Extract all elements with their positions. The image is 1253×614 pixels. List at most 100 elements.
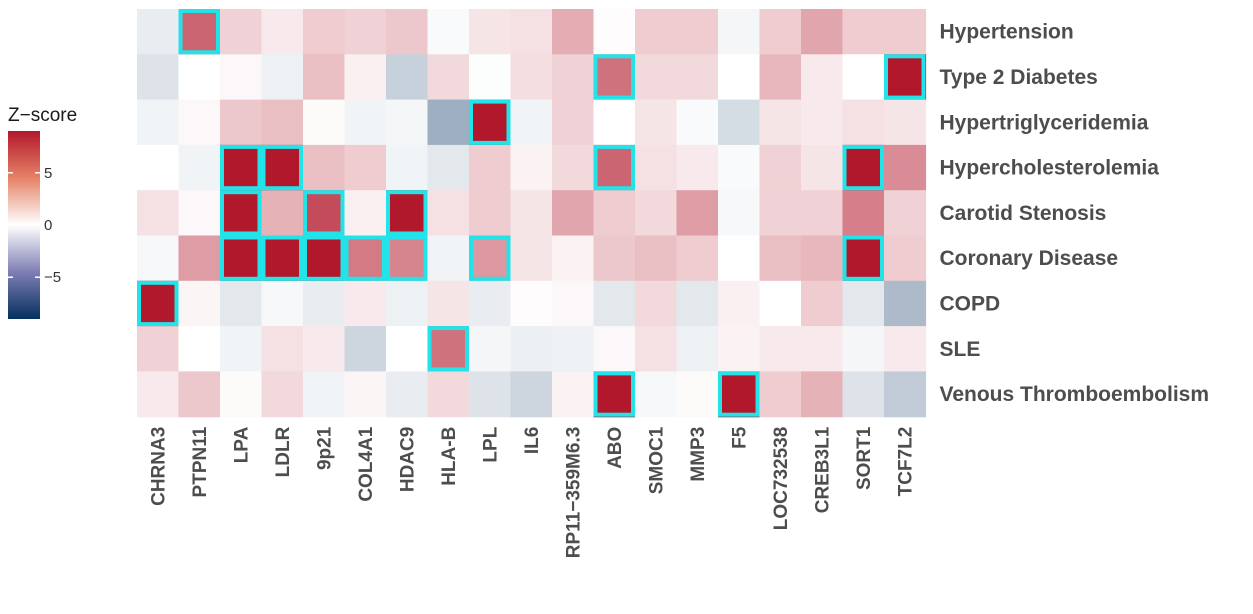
heatmap-cell: [552, 99, 595, 146]
highlight-box: [261, 235, 303, 281]
heatmap-cell: [386, 144, 429, 191]
row-label: Type 2 Diabetes: [940, 66, 1098, 89]
heatmap-cell: [635, 326, 678, 372]
heatmap-cell: [593, 99, 636, 146]
heatmap-cell: [427, 371, 470, 418]
column-label: IL6: [522, 427, 543, 454]
heatmap-cell: [344, 326, 387, 372]
heatmap-cell: [759, 326, 802, 372]
highlight-box: [220, 144, 262, 191]
heatmap-cell: [178, 190, 221, 237]
highlight-box: [261, 144, 303, 191]
heatmap-cell: [718, 99, 761, 146]
heatmap-cell: [510, 99, 553, 146]
heatmap-cell: [593, 144, 636, 191]
heatmap-cell: [718, 9, 761, 55]
heatmap-cell: [593, 326, 636, 372]
highlight-box: [220, 235, 262, 281]
heatmap-cell: [261, 280, 304, 327]
heatmap-cell: [427, 280, 470, 327]
heatmap-cell: [801, 280, 844, 327]
highlight-box: [386, 235, 428, 281]
heatmap-cell: [261, 9, 304, 55]
heatmap-cell: [261, 371, 304, 418]
heatmap-cell: [386, 280, 429, 327]
column-label: CREB3L1: [813, 426, 834, 513]
heatmap-cell: [220, 144, 263, 191]
column-label: CHRNA3: [149, 427, 170, 506]
heatmap-cell: [303, 235, 346, 282]
heatmap-cell: [759, 144, 802, 191]
heatmap-cell: [386, 99, 429, 146]
heatmap-cell: [137, 9, 180, 55]
legend-tick-label: −5: [44, 269, 61, 286]
column-label: COL4A1: [356, 426, 377, 501]
heatmap-cell: [386, 326, 429, 372]
heatmap-cell: [884, 190, 927, 237]
heatmap-cell: [137, 190, 180, 237]
column-label: SORT1: [854, 426, 875, 490]
heatmap-cell: [178, 144, 221, 191]
heatmap-cell: [469, 144, 512, 191]
heatmap-cell: [427, 99, 470, 146]
heatmap-cell: [759, 9, 802, 55]
column-label: PTPN11: [190, 426, 211, 497]
heatmap-cell: [635, 280, 678, 327]
heatmap-cell: [635, 190, 678, 237]
heatmap-cell: [676, 235, 719, 282]
column-labels: CHRNA3 PTPN11 LPA LDLR 9p21 COL4A1 HDAC9 HLA-B L…: [149, 426, 917, 558]
heatmap-cell: [303, 99, 346, 146]
heatmap-cell: [842, 9, 885, 55]
highlight-box: [469, 99, 511, 145]
heatmap-cell: [842, 235, 885, 282]
heatmap-cell: [469, 371, 512, 418]
heatmap-cell: [552, 326, 595, 372]
row-labels: Hypertension Type 2 Diabetes Hypertriglyce…: [940, 21, 1210, 406]
heatmap-cell: [801, 371, 844, 418]
heatmap-cell: [427, 190, 470, 237]
highlight-box: [220, 190, 262, 236]
heatmap-cell: [220, 280, 263, 327]
heatmap-cell: [552, 54, 595, 101]
heatmap-cell: [386, 190, 429, 237]
heatmap-cell: [884, 371, 927, 418]
heatmap-cell: [469, 280, 512, 327]
significant-cell-highlights: [137, 9, 926, 417]
row-label: Carotid Stenosis: [940, 202, 1107, 225]
legend-tick-label: 0: [44, 217, 52, 234]
column-label: RP11−359M6.3: [564, 427, 585, 559]
column-label: LOC732538: [771, 427, 792, 531]
heatmap-cell: [178, 371, 221, 418]
heatmap-cell: [635, 99, 678, 146]
highlight-box: [178, 9, 220, 55]
row-label: Hypertension: [940, 21, 1074, 44]
highlight-box: [593, 144, 635, 191]
column-label: LPL: [481, 426, 502, 462]
heatmap-cell: [303, 144, 346, 191]
heatmap-cell: [510, 144, 553, 191]
heatmap-cell: [718, 371, 761, 418]
heatmap-cell: [552, 190, 595, 237]
heatmap-cell: [718, 54, 761, 101]
highlight-box: [842, 235, 884, 281]
heatmap-cell: [344, 371, 387, 418]
heatmap-cell: [593, 190, 636, 237]
heatmap-cell: [884, 9, 927, 55]
heatmap-cell: [469, 99, 512, 146]
heatmap-cell: [884, 235, 927, 282]
heatmap-cell: [676, 280, 719, 327]
heatmap-cell: [510, 190, 553, 237]
heatmap-cell: [178, 99, 221, 146]
heatmap-cell: [842, 326, 885, 372]
heatmap-cell: [469, 235, 512, 282]
heatmap-cell: [552, 144, 595, 191]
highlight-box: [137, 280, 179, 327]
highlight-box: [344, 235, 386, 281]
heatmap-cell: [801, 235, 844, 282]
heatmap-cell: [510, 280, 553, 327]
heatmap-cell: [718, 144, 761, 191]
heatmap-cell: [261, 235, 304, 282]
heatmap-cell: [344, 9, 387, 55]
row-label: Hypertriglyceridemia: [940, 111, 1149, 134]
column-label: 9p21: [315, 426, 336, 470]
